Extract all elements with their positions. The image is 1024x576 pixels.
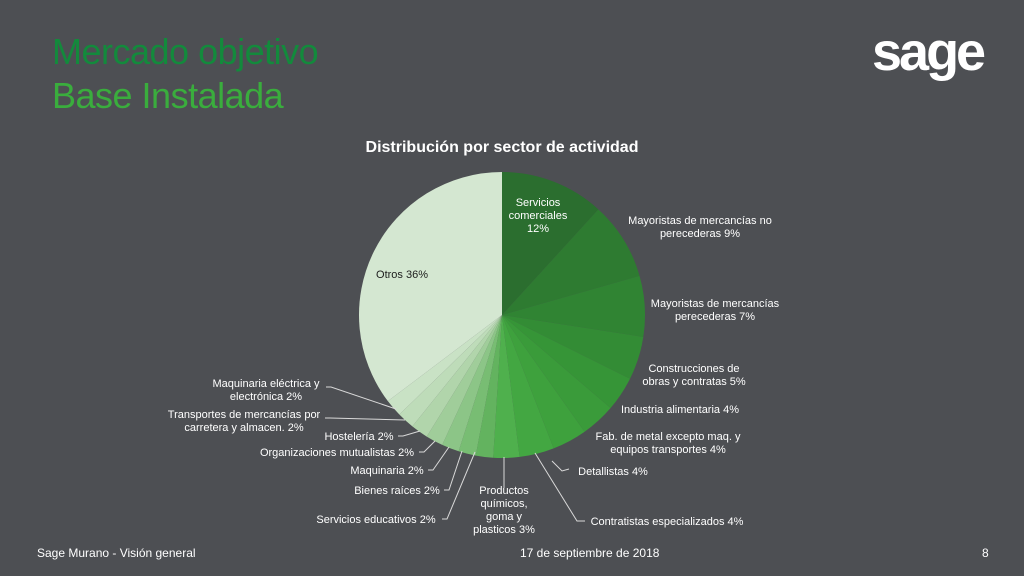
- pie-slice-hosteleria: [412, 315, 502, 437]
- sage-logo: sage: [872, 22, 986, 82]
- data-label-servicios-comerciales: Servicios comerciales 12%: [509, 197, 568, 235]
- data-label-transportes-de-mercancias-por-carretera-y-almacen: Transportes de mercancías por carretera y…: [168, 409, 321, 434]
- footer-page-number: 8: [982, 546, 989, 560]
- data-label-servicios-educativos: Servicios educativos 2%: [316, 514, 435, 526]
- data-label-otros: Otros 36%: [376, 269, 428, 281]
- pie-slice-mayoristas-de-mercancias-no-perecederas: [502, 209, 640, 315]
- data-label-productos-quimicos-goma-y-plasticos: Productos químicos, goma y plasticos 3%: [473, 485, 535, 536]
- pie-slice-productos-quimicos-goma-y-plasticos: [493, 315, 520, 459]
- pie-slice-industria-alimentaria: [502, 315, 631, 409]
- pie-slice-maquinaria-electrica-y-electronica: [387, 315, 502, 415]
- data-label-hosteleria: Hostelería 2%: [324, 431, 393, 443]
- pie-slice-otros: [358, 172, 502, 402]
- pie-slice-detallistas: [502, 315, 585, 449]
- pie-slice-maquinaria: [442, 315, 502, 452]
- pie-slice-mayoristas-de-mercancias-perecederas: [502, 275, 646, 337]
- pie-slice-construcciones-de-obras-y-contratas: [502, 315, 644, 379]
- data-label-contratistas-especializados: Contratistas especializados 4%: [591, 516, 744, 528]
- leader-line-hosteleria: [398, 430, 421, 437]
- data-label-industria-alimentaria: Industria alimentaria 4%: [621, 404, 739, 416]
- data-label-mayoristas-de-mercancias-no-perecederas: Mayoristas de mercancías no perecederas 9…: [628, 215, 772, 240]
- leader-line-bienes-raices: [444, 450, 463, 491]
- leader-line-contratistas-especializados: [534, 452, 585, 522]
- pie-slice-transportes-de-mercancias-por-carretera-y-almacen: [399, 315, 502, 427]
- data-label-detallistas: Detallistas 4%: [578, 466, 648, 478]
- leader-line-organizaciones-mutualistas: [419, 440, 436, 453]
- leader-line-transportes-de-mercancias-por-carretera-y-almacen: [325, 417, 406, 421]
- pie-slice-servicios-comerciales: [502, 172, 599, 315]
- data-label-bienes-raices: Bienes raíces 2%: [354, 485, 440, 497]
- data-label-maquinaria: Maquinaria 2%: [350, 465, 424, 477]
- pie-slice-servicios-educativos: [475, 315, 502, 458]
- footer-date: 17 de septiembre de 2018: [520, 546, 660, 560]
- data-label-maquinaria-electrica-y-electronica: Maquinaria eléctrica y electrónica 2%: [213, 378, 320, 403]
- leader-line-servicios-educativos: [442, 451, 476, 520]
- data-label-organizaciones-mutualistas: Organizaciones mutualistas 2%: [260, 447, 414, 459]
- page-title: Mercado objetivo: [52, 31, 319, 72]
- pie-slice-fab-de-metal-excepto-maq-y-equipos-transportes: [502, 315, 611, 432]
- leader-line-maquinaria: [428, 446, 450, 471]
- footer-presentation-name: Sage Murano - Visión general: [37, 546, 196, 560]
- pie-slice-contratistas-especializados: [502, 315, 554, 457]
- data-label-construcciones-de-obras-y-contratas: Construcciones de obras y contratas 5%: [642, 363, 746, 388]
- leader-line-detallistas: [551, 460, 570, 472]
- data-label-fab-de-metal-excepto-maq-y-equipos-transportes: Fab. de metal excepto maq. y equipos tran…: [596, 431, 741, 456]
- pie-slice-bienes-raices: [458, 315, 502, 456]
- page-subtitle: Base Instalada: [52, 75, 284, 116]
- leader-line-maquinaria-electrica-y-electronica: [326, 386, 397, 410]
- chart-title: Distribución por sector de actividad: [365, 139, 639, 156]
- data-label-mayoristas-de-mercancias-perecederas: Mayoristas de mercancías perecederas 7%: [651, 298, 780, 323]
- pie-slice-organizaciones-mutualistas: [426, 315, 502, 445]
